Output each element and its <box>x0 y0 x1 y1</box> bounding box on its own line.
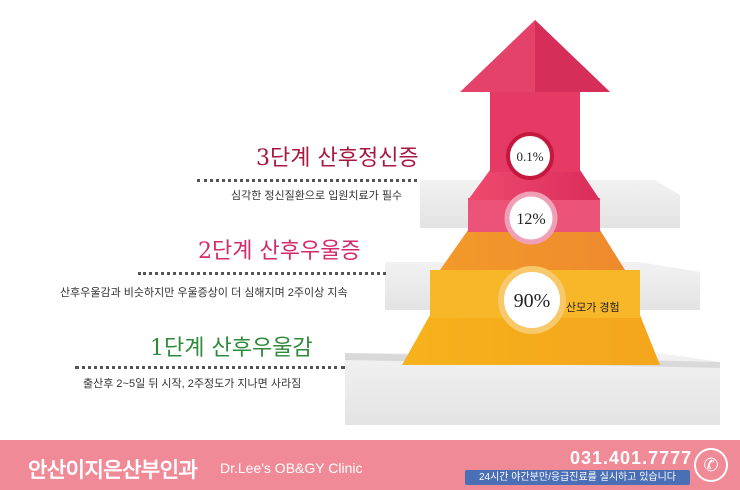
stage-1-title: 1단계 산후우울감 <box>150 336 313 361</box>
infographic: 0.1% 12% 90% 산모가 경험 3단계 산후정신증 심각한 정신질환으로… <box>60 20 720 425</box>
rate-circle-stage-2: 12% <box>504 191 558 245</box>
svg-text:0.1%: 0.1% <box>516 149 543 164</box>
clinic-name[interactable]: 안산이지은산부인과 <box>28 459 198 482</box>
rate-circle-stage-3: 0.1% <box>506 132 554 180</box>
svg-text:90%: 90% <box>514 290 551 312</box>
stage-3-divider <box>197 179 417 182</box>
stage-3-desc: 심각한 정신질환으로 입원치료가 필수 <box>231 190 403 202</box>
footer-bar: 안산이지은산부인과 Dr.Lee's OB&GY Clinic 031.401.… <box>0 440 740 490</box>
stage-2-desc: 산후우울감과 비슷하지만 우울증상이 더 심해지며 2주이상 지속 <box>60 287 348 299</box>
stage-2-divider <box>138 272 386 275</box>
phone-number[interactable]: 031.401.7777 <box>570 448 693 468</box>
stage-1-desc: 출산후 2~5일 뒤 시작, 2주정도가 지나면 사라짐 <box>83 378 302 390</box>
stage-3-title: 3단계 산후정신증 <box>256 146 419 171</box>
phone-icon[interactable]: ✆ <box>694 448 728 482</box>
stage-3-block <box>468 170 600 200</box>
stage-1-divider <box>75 366 345 369</box>
rate-circle-stage-1: 90% <box>498 266 566 334</box>
svg-text:12%: 12% <box>516 211 545 228</box>
staircase-arrow-graphic: 0.1% 12% 90% 산모가 경험 <box>345 20 720 425</box>
stage-1-block <box>402 315 660 365</box>
stage-2-block <box>440 230 625 270</box>
stage-2-title: 2단계 산후우울증 <box>198 239 361 264</box>
clinic-english-name: Dr.Lee's OB&GY Clinic <box>220 460 363 476</box>
rate-note: 산모가 경험 <box>566 301 620 314</box>
emergency-notice-badge: 24시간 야간분만/응급진료를 실시하고 있습니다 <box>465 470 690 485</box>
